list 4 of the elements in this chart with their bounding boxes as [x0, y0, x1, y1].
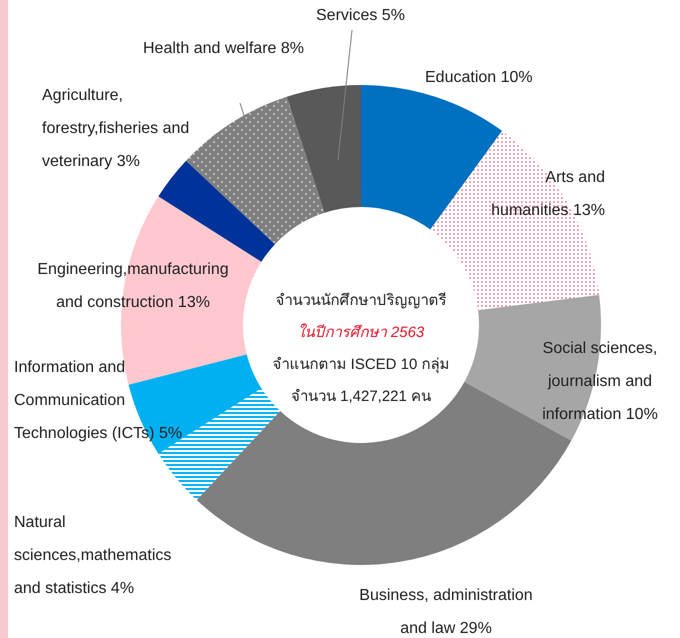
text: จำนวนนักศึกษาปริญญาตรี — [276, 292, 446, 309]
text: จำแนกตาม ISCED 10 กลุ่ม — [272, 356, 450, 374]
text: จำนวน 1,427,221 คน — [290, 388, 432, 405]
text: ในปีการศึกษา 2563 — [298, 323, 425, 341]
